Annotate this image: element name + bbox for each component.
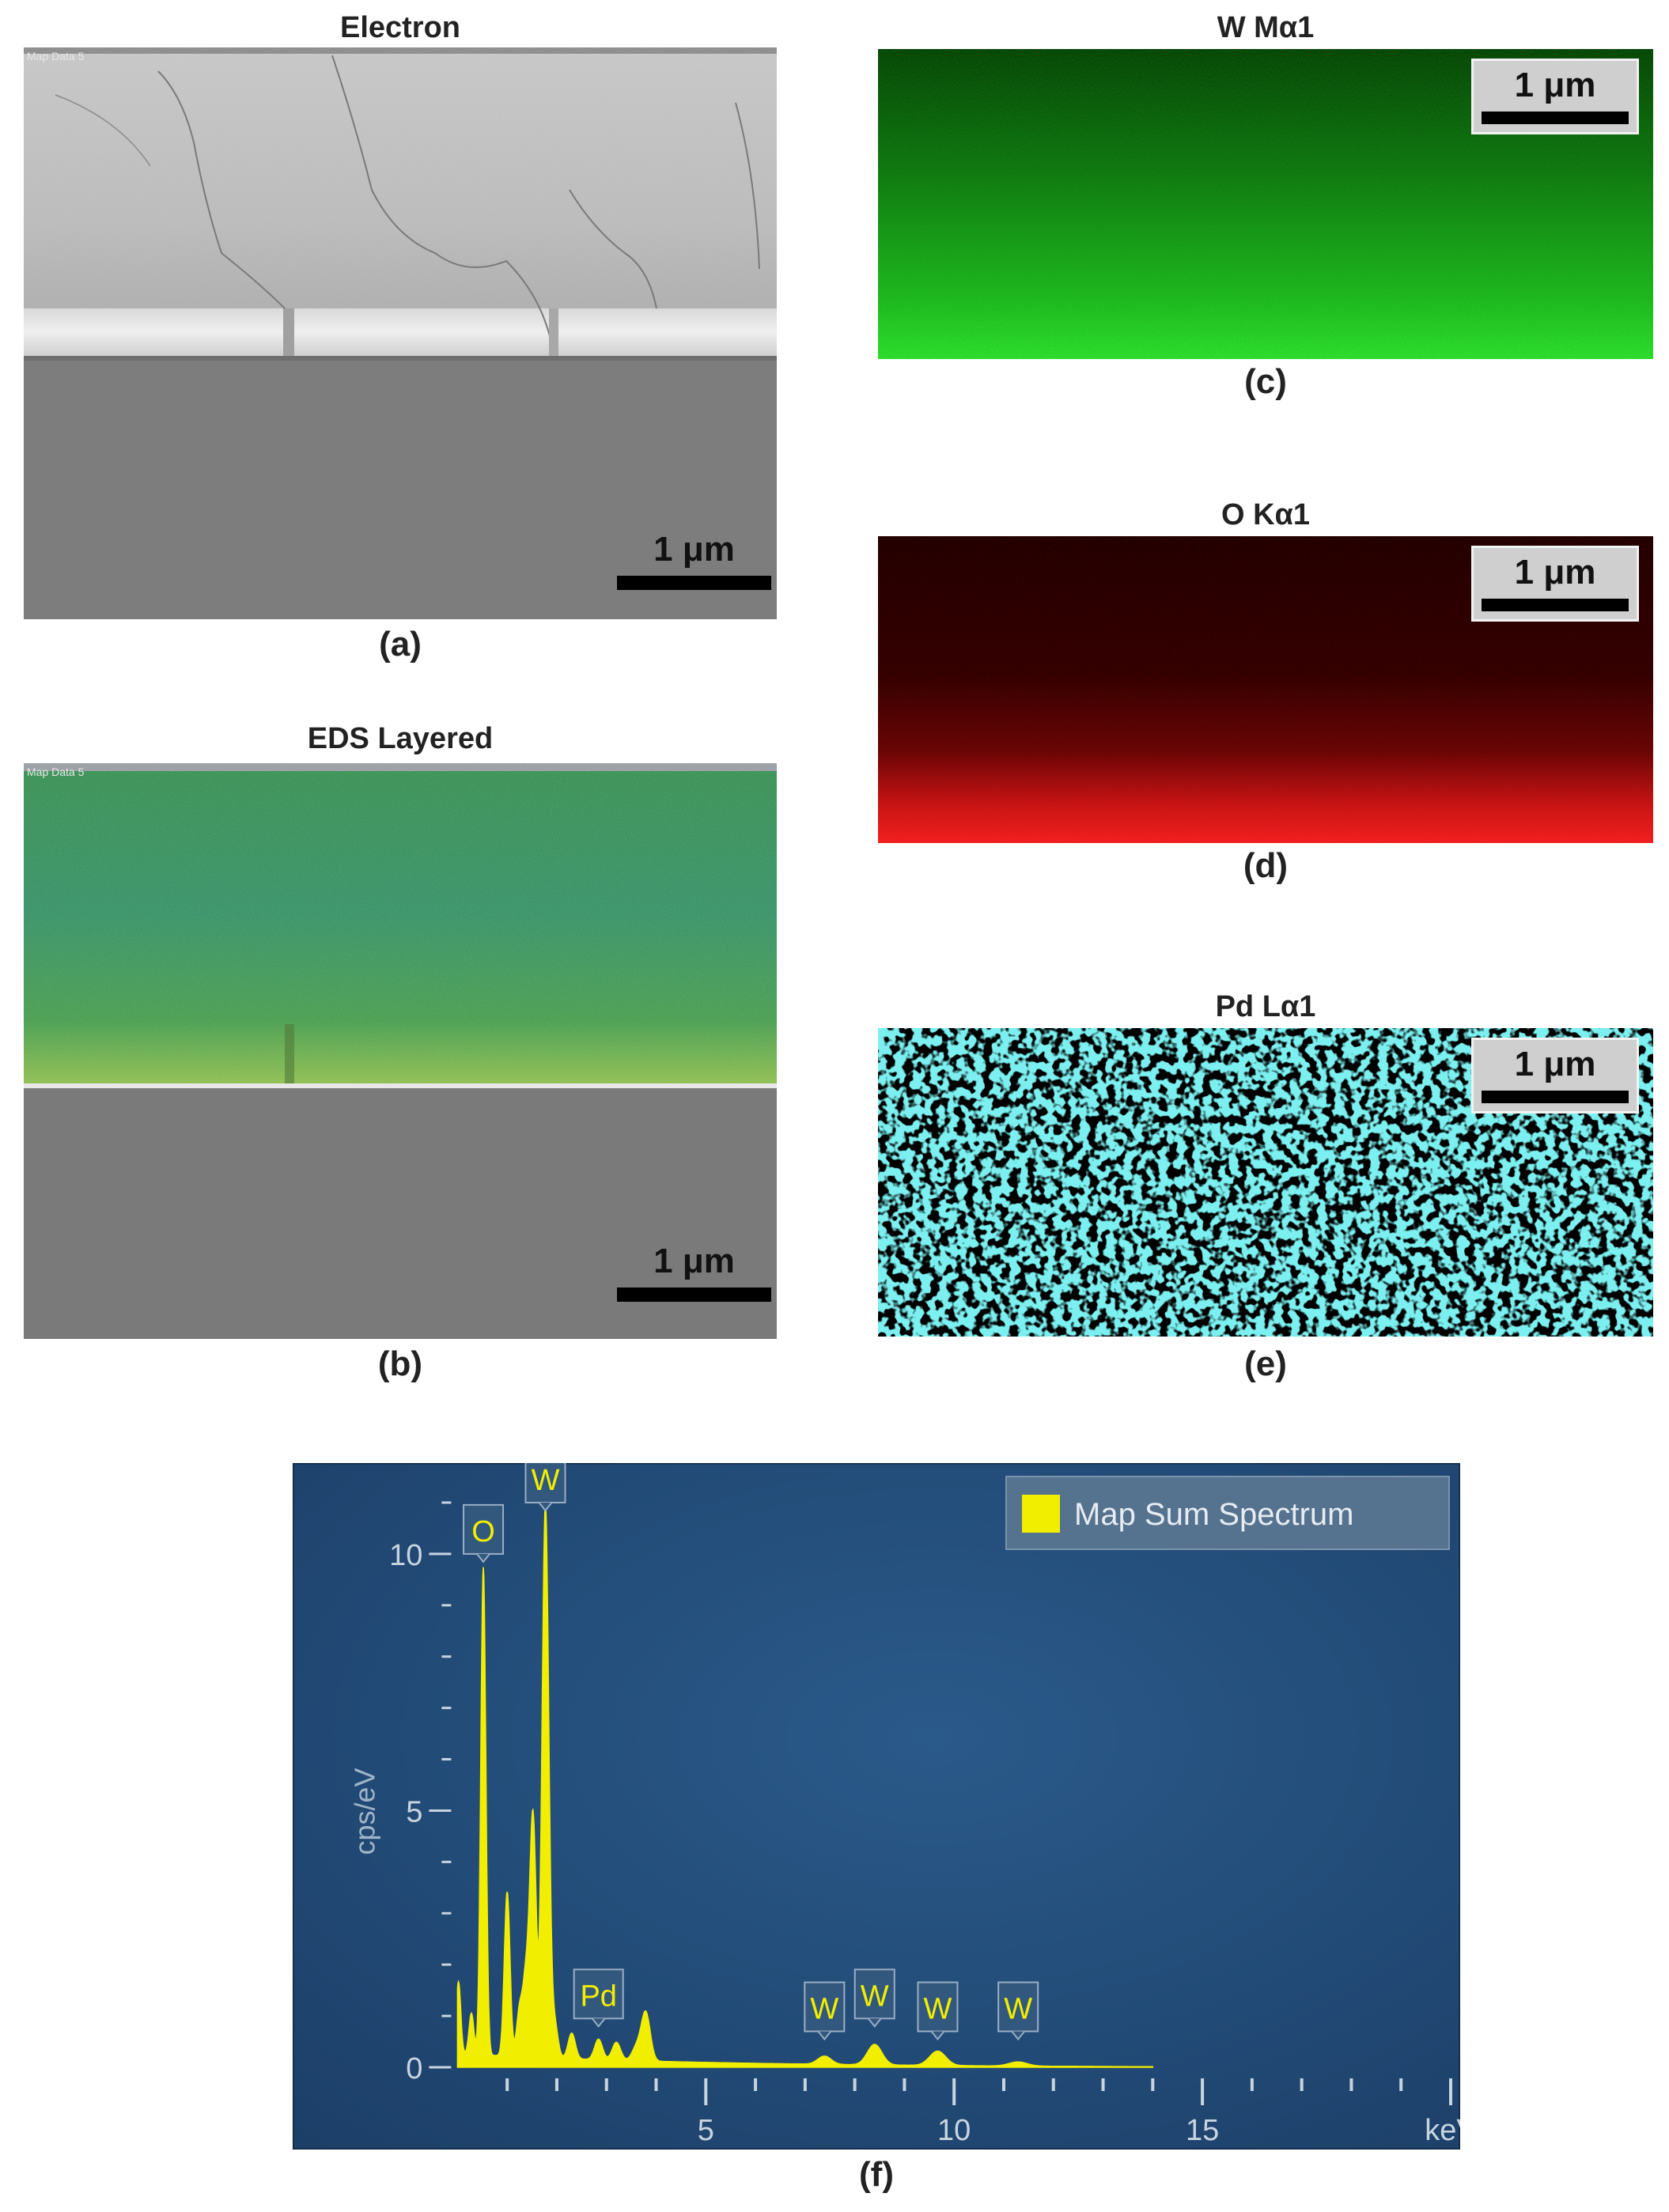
scale-bar-d-line [1482, 599, 1629, 611]
peak-label-box [573, 1968, 624, 2020]
peak-label-box [917, 1981, 959, 2032]
panel-a-caption: (a) [379, 625, 422, 664]
spectrum-peak [597, 2046, 600, 2048]
spectrum-peak [544, 1511, 547, 1514]
w-map-image: 1 μm [878, 49, 1653, 359]
scale-bar-d-label: 1 μm [1514, 553, 1596, 592]
electron-image: Map Data 5 1 μm [24, 47, 777, 619]
spectrum-peak [525, 1989, 528, 1991]
spectrum-peak [645, 2017, 647, 2020]
spectrum-peak [506, 1902, 509, 1904]
peak-label-pointer [817, 2030, 832, 2041]
scale-bar-a-label: 1 μm [653, 530, 735, 569]
scale-bar-d: 1 μm [1471, 546, 1639, 622]
panel-e-title: Pd Lα1 [1215, 990, 1316, 1023]
panel-d-caption: (d) [1243, 846, 1289, 885]
peak-label-box [524, 1463, 566, 1503]
peak-label-text: O [471, 1515, 495, 1548]
peak-label-box [804, 1981, 846, 2032]
legend-swatch [1022, 1495, 1060, 1533]
peak-label-tag: W [804, 1981, 846, 2041]
legend-label: Map Sum Spectrum [1074, 1497, 1353, 1532]
peak-label-tag: W [853, 1968, 895, 2028]
spectrum-peak [553, 2030, 555, 2032]
panel-d-title: O Kα1 [1221, 498, 1311, 531]
peak-label-tag: W [917, 1981, 959, 2041]
x-tick-label: 5 [698, 2114, 714, 2147]
peak-label-text: W [532, 1464, 560, 1497]
o-map-image: 1 μm [878, 536, 1653, 843]
peak-label-text: Pd [580, 1979, 616, 2013]
peak-label-text: W [924, 1993, 952, 2026]
peak-label-tag: Pd [573, 1968, 624, 2028]
spectrum-series [456, 1502, 1154, 2068]
peak-label-tag: O [463, 1503, 505, 1564]
peak-label-pointer [930, 2030, 945, 2041]
y-tick-label: 0 [406, 2052, 422, 2085]
panel-f-caption: (f) [859, 2155, 894, 2194]
scale-bar-b-label: 1 μm [653, 1242, 735, 1280]
scale-bar-e-label: 1 μm [1514, 1045, 1596, 1083]
map-data-label: Map Data 5 [27, 766, 85, 778]
peak-label-text: W [1004, 1993, 1032, 2026]
panel-b-caption: (b) [377, 1344, 423, 1383]
o-map-svg [878, 536, 1653, 843]
peak-label-text: W [810, 1993, 838, 2026]
y-axis-label: cps/eV [348, 1768, 380, 1855]
x-axis-label: keV [1425, 2114, 1460, 2147]
pd-map-image: 1 μm [878, 1028, 1653, 1337]
x-tick-label: 15 [1186, 2114, 1219, 2147]
spectrum-peak [937, 2051, 939, 2054]
panel-b-title: EDS Layered [307, 722, 494, 755]
spectrum-peak [873, 2046, 876, 2048]
scale-bar-a-line [617, 576, 771, 590]
scale-bar-c-line [1482, 112, 1629, 124]
peak-label-pointer [591, 2017, 606, 2028]
scale-bar-e: 1 μm [1471, 1038, 1639, 1114]
spectrum-peak [532, 1824, 534, 1827]
legend-box [1005, 1476, 1450, 1550]
peak-label-box [853, 1968, 895, 2020]
peak-label-box [463, 1503, 505, 1555]
panel-c-title: W Mα1 [1217, 11, 1315, 44]
spectrum-peak [615, 2048, 618, 2051]
panel-e-caption: (e) [1244, 1344, 1287, 1383]
spectrum-peak [518, 2020, 520, 2022]
peak-label-text: W [861, 1979, 889, 2013]
scale-bar-a: 1 μm [617, 530, 771, 590]
y-tick-label: 10 [389, 1539, 422, 1572]
scale-bar-c: 1 μm [1471, 59, 1639, 134]
peak-label-pointer [1011, 2030, 1025, 2041]
spectrum-peak [1017, 2062, 1020, 2064]
scale-bar-e-line [1482, 1091, 1629, 1103]
peak-label-pointer [476, 1553, 490, 1564]
spectrum-peak [823, 2058, 826, 2060]
peak-label-tag: W [524, 1463, 566, 1512]
peak-label-tag: W [997, 1981, 1039, 2041]
scale-bar-c-label: 1 μm [1514, 66, 1596, 104]
spectrum-peak [457, 1995, 460, 1997]
x-tick-label: 10 [937, 2114, 971, 2147]
y-tick-label: 5 [406, 1795, 422, 1828]
spectrum-peak [470, 2025, 472, 2028]
peak-label-pointer [867, 2017, 882, 2028]
panel-a-title: Electron [339, 11, 461, 44]
panel-c-caption: (c) [1244, 362, 1287, 401]
scale-bar-b-line [617, 1287, 771, 1302]
spectrum-peak [483, 1579, 485, 1581]
peak-label-pointer [538, 1502, 553, 1512]
spectrum-peak [570, 2040, 573, 2043]
legend: Map Sum Spectrum [1005, 1476, 1450, 1550]
map-data-label: Map Data 5 [27, 50, 85, 62]
eds-layered-image: Map Data 5 1 μm [24, 763, 777, 1339]
scale-bar-b: 1 μm [617, 1242, 771, 1302]
spectrum-peak [635, 2053, 638, 2055]
